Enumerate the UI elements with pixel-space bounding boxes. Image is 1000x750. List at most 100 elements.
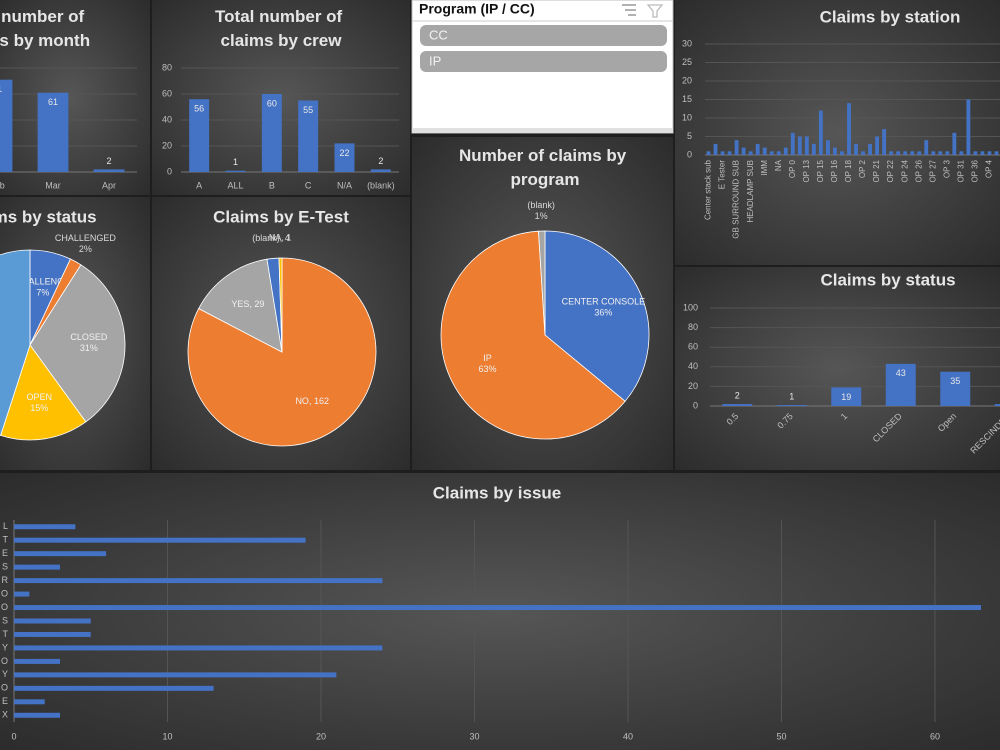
x-tick-label: GB SURROUND SUB bbox=[732, 160, 741, 239]
bar bbox=[783, 147, 788, 155]
x-tick-label: OP 2 bbox=[858, 159, 867, 178]
bar bbox=[861, 151, 865, 155]
x-tick-label: OP 0 bbox=[788, 159, 797, 178]
y-tick-label: 60 bbox=[688, 342, 698, 352]
data-label: 1 bbox=[233, 157, 238, 167]
x-tick-label: Apr bbox=[102, 180, 116, 190]
y-tick-label: E bbox=[2, 548, 8, 558]
y-tick-label: T bbox=[3, 535, 9, 545]
data-label: CHALLENGE bbox=[16, 276, 71, 286]
y-tick-label: T bbox=[3, 629, 9, 639]
bar bbox=[14, 591, 30, 597]
bar bbox=[14, 618, 91, 624]
y-tick-label: R bbox=[2, 575, 9, 585]
x-tick-label: 30 bbox=[469, 731, 479, 741]
data-label: 1 bbox=[789, 391, 794, 401]
title-line: claims by month bbox=[0, 31, 90, 50]
y-tick-label: 25 bbox=[682, 57, 692, 67]
x-tick-label: OP 4 bbox=[985, 159, 994, 178]
bar bbox=[14, 658, 61, 664]
bar bbox=[917, 151, 922, 155]
y-tick-label: 100 bbox=[683, 302, 698, 312]
chart-title: Claims by station bbox=[820, 7, 961, 26]
y-tick-label: Y bbox=[2, 669, 8, 679]
bar bbox=[298, 100, 319, 172]
data-label: 35 bbox=[950, 376, 960, 386]
bar bbox=[14, 537, 306, 543]
data-label: 1% bbox=[535, 211, 548, 221]
bar bbox=[940, 371, 971, 406]
data-label: 71 bbox=[0, 84, 2, 94]
bar bbox=[776, 405, 807, 406]
y-tick-label: 0 bbox=[687, 149, 692, 159]
data-label: 61 bbox=[48, 97, 58, 107]
data-label: YES, 29 bbox=[231, 299, 264, 309]
panel bbox=[675, 267, 1000, 470]
slicer-item-label[interactable]: CC bbox=[429, 27, 448, 42]
slicer-scroll bbox=[412, 128, 673, 133]
bar bbox=[797, 136, 802, 155]
bar bbox=[14, 551, 107, 557]
x-tick-label: ALL bbox=[227, 180, 243, 190]
bar bbox=[14, 605, 981, 611]
y-tick-label: 40 bbox=[688, 361, 698, 371]
bar bbox=[804, 136, 809, 155]
y-tick-label: S bbox=[2, 615, 8, 625]
pie-slice bbox=[278, 257, 283, 353]
bar bbox=[14, 672, 337, 678]
bar bbox=[811, 143, 816, 155]
x-tick-label: OP 36 bbox=[971, 159, 980, 182]
slicer-item[interactable] bbox=[420, 51, 667, 72]
bar bbox=[924, 140, 929, 155]
bar bbox=[868, 143, 872, 155]
y-tick-label: 20 bbox=[688, 381, 698, 391]
bar bbox=[370, 169, 391, 172]
y-tick-label: 20 bbox=[682, 75, 692, 85]
x-tick-label: OP 16 bbox=[830, 159, 839, 182]
bar bbox=[14, 578, 383, 584]
x-tick-label: OP 18 bbox=[844, 159, 853, 182]
bar bbox=[261, 94, 282, 172]
bar bbox=[14, 631, 91, 637]
pie-slice bbox=[544, 230, 650, 402]
bar bbox=[818, 110, 823, 155]
chart-title: Number of claims by program bbox=[459, 146, 631, 189]
bar bbox=[762, 147, 767, 155]
chart-title: Claims by status bbox=[0, 207, 97, 226]
bar bbox=[14, 564, 61, 570]
panel bbox=[0, 0, 150, 195]
y-tick-label: Y bbox=[2, 642, 8, 652]
pie-slice bbox=[0, 249, 31, 436]
y-tick-label: 15 bbox=[682, 94, 692, 104]
x-tick-label: 0 bbox=[11, 731, 16, 741]
slicer-item[interactable] bbox=[420, 25, 667, 46]
data-label: (blank) bbox=[527, 200, 555, 210]
data-label: 19 bbox=[841, 392, 851, 402]
pie-slice bbox=[440, 230, 626, 440]
data-label: 31% bbox=[80, 343, 98, 353]
data-label: (blank), 4 bbox=[252, 233, 290, 243]
data-label: OPEN bbox=[26, 392, 52, 402]
title-line: Total number of bbox=[0, 7, 89, 26]
y-tick-label: S bbox=[2, 562, 8, 572]
x-tick-label: OP 15 bbox=[816, 159, 825, 182]
chart-title: Claims by issue bbox=[433, 483, 562, 502]
y-tick-label: 10 bbox=[682, 112, 692, 122]
pie-slice bbox=[29, 264, 126, 423]
bar bbox=[14, 645, 383, 651]
bar bbox=[790, 132, 795, 155]
x-tick-label: OP 24 bbox=[900, 159, 909, 182]
bar bbox=[959, 151, 964, 155]
data-label: CENTER CONSOLE bbox=[562, 296, 646, 306]
bar bbox=[189, 99, 210, 172]
bar bbox=[994, 404, 1000, 406]
bar bbox=[825, 140, 830, 155]
slicer: Program (IP / CC) CC IP bbox=[411, 0, 674, 134]
slicer-item-label[interactable]: IP bbox=[429, 53, 441, 68]
x-tick-label: C bbox=[305, 180, 312, 190]
bar bbox=[994, 151, 999, 155]
chart-title: Claims by E-Test bbox=[213, 207, 349, 226]
bar bbox=[755, 143, 760, 155]
bar bbox=[847, 103, 851, 155]
bar bbox=[14, 524, 76, 530]
